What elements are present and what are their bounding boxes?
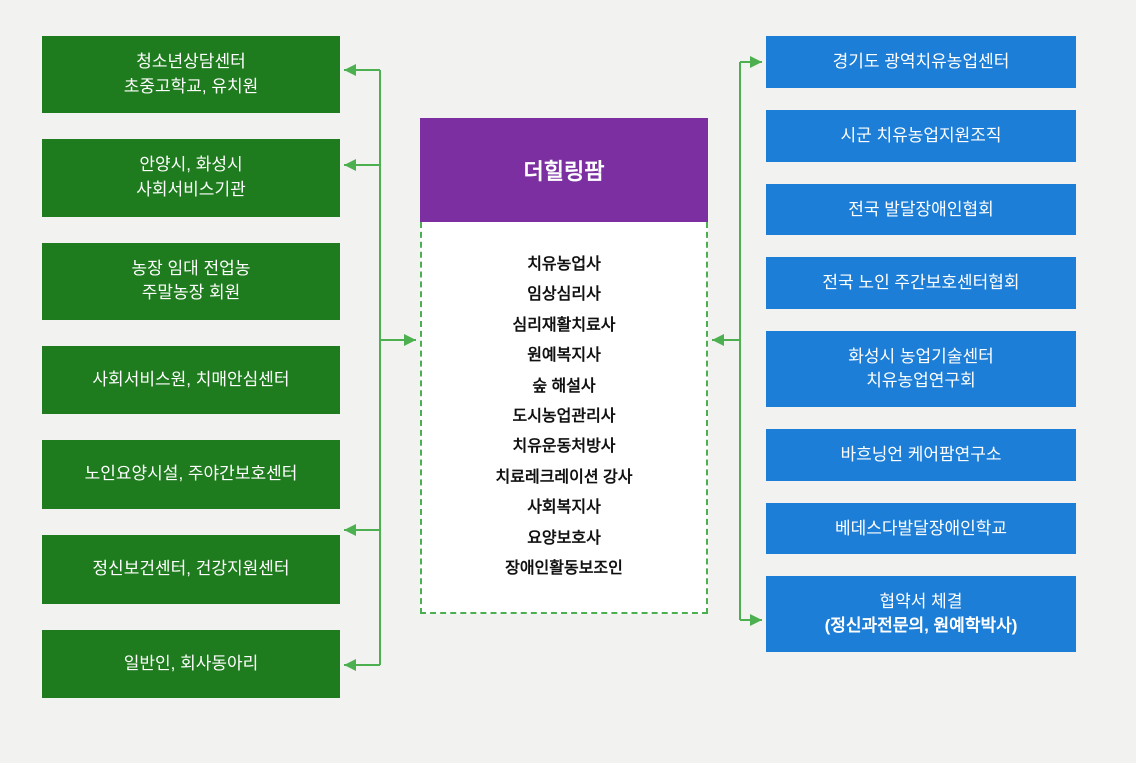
- center-role-6: 치유운동처방사: [432, 432, 696, 462]
- left-box-5: 정신보건센터, 건강지원센터: [42, 535, 340, 604]
- left-column: 청소년상담센터 초중고학교, 유치원안양시, 화성시 사회서비스기관농장 임대 …: [42, 36, 340, 698]
- left-box-1: 안양시, 화성시 사회서비스기관: [42, 139, 340, 216]
- center-role-10: 장애인활동보조인: [432, 554, 696, 584]
- center-role-9: 요양보호사: [432, 524, 696, 554]
- right-box-1: 시군 치유농업지원조직: [766, 110, 1076, 162]
- left-box-0: 청소년상담센터 초중고학교, 유치원: [42, 36, 340, 113]
- right-column: 경기도 광역치유농업센터시군 치유농업지원조직전국 발달장애인협회전국 노인 주…: [766, 36, 1076, 652]
- right-box-7: 협약서 체결(정신과전문의, 원예학박사): [766, 576, 1076, 652]
- right-box-0: 경기도 광역치유농업센터: [766, 36, 1076, 88]
- right-box-4: 화성시 농업기술센터 치유농업연구회: [766, 331, 1076, 407]
- center-roles-list: 치유농업사임상심리사심리재활치료사원예복지사숲 해설사도시농업관리사치유운동처방…: [420, 222, 708, 614]
- center-role-8: 사회복지사: [432, 493, 696, 523]
- center-role-0: 치유농업사: [432, 250, 696, 280]
- left-box-2: 농장 임대 전업농 주말농장 회원: [42, 243, 340, 320]
- left-box-3: 사회서비스원, 치매안심센터: [42, 346, 340, 415]
- center-role-5: 도시농업관리사: [432, 402, 696, 432]
- org-diagram: 청소년상담센터 초중고학교, 유치원안양시, 화성시 사회서비스기관농장 임대 …: [0, 0, 1136, 763]
- center-title: 더힐링팜: [420, 118, 708, 222]
- right-box-3: 전국 노인 주간보호센터협회: [766, 257, 1076, 309]
- center-block: 더힐링팜 치유농업사임상심리사심리재활치료사원예복지사숲 해설사도시농업관리사치…: [420, 118, 708, 614]
- right-box-6: 베데스다발달장애인학교: [766, 503, 1076, 555]
- right-box-2: 전국 발달장애인협회: [766, 184, 1076, 236]
- center-role-2: 심리재활치료사: [432, 311, 696, 341]
- center-role-4: 숲 해설사: [432, 372, 696, 402]
- center-role-1: 임상심리사: [432, 280, 696, 310]
- center-role-7: 치료레크레이션 강사: [432, 463, 696, 493]
- left-box-4: 노인요양시설, 주야간보호센터: [42, 440, 340, 509]
- right-box-5: 바흐닝언 케어팜연구소: [766, 429, 1076, 481]
- center-role-3: 원예복지사: [432, 341, 696, 371]
- left-box-6: 일반인, 회사동아리: [42, 630, 340, 699]
